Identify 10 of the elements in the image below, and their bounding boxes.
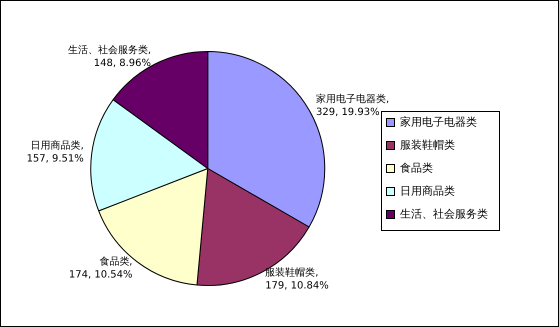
legend-label: 食品类	[400, 161, 433, 174]
legend-label: 生活、社会服务类	[400, 207, 488, 220]
data-label: 日用商品类, 157, 9.51%	[26, 140, 84, 165]
legend-label: 日用商品类	[400, 184, 455, 198]
data-label: 食品类, 174, 10.54%	[68, 255, 132, 280]
data-label: 生活、社会服务类, 148, 8.96%	[68, 44, 152, 70]
legend-label: 服装鞋帽类	[400, 138, 455, 152]
legend-label: 家用电子电器类	[400, 115, 477, 128]
data-label: 家用电子电器类, 329, 19.93%	[316, 93, 390, 118]
data-label: 服装鞋帽类, 179, 10.84%	[265, 266, 329, 292]
